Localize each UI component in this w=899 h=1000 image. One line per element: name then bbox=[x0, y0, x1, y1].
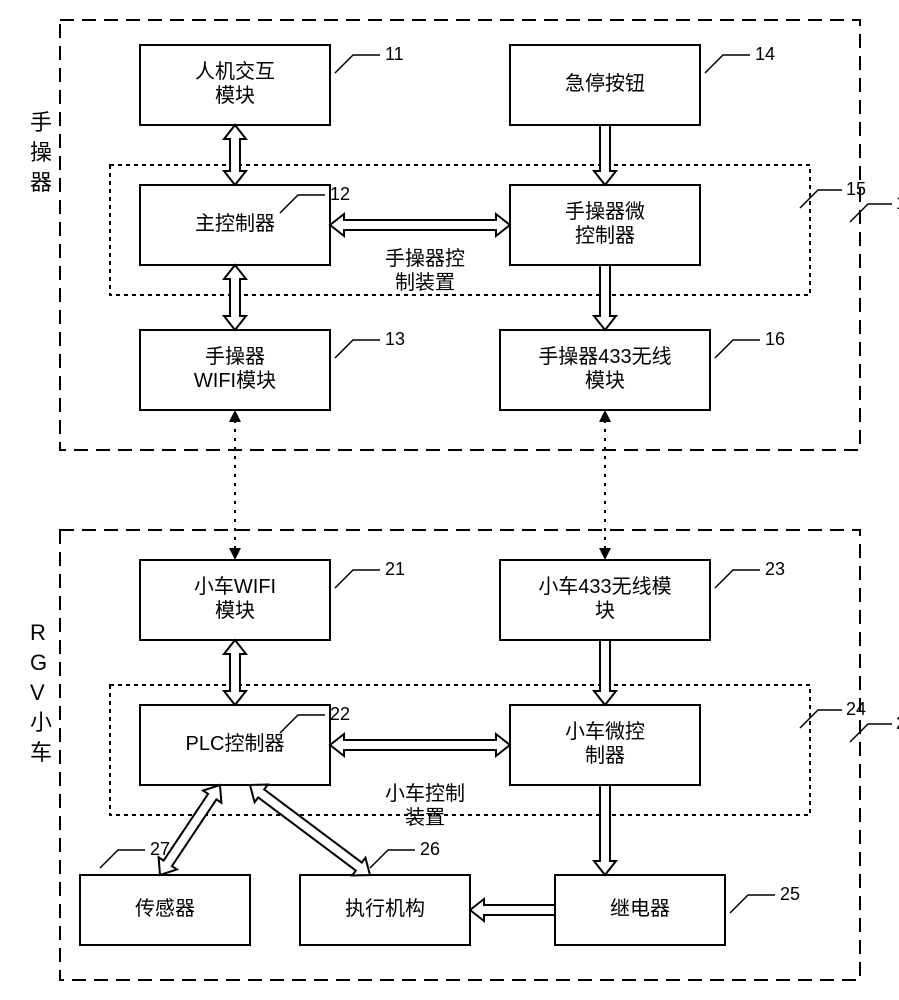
node-text-n26: 执行机构 bbox=[345, 897, 425, 920]
arrow bbox=[330, 214, 510, 236]
node-text-n12: 主控制器 bbox=[195, 212, 275, 235]
arrow bbox=[224, 125, 246, 185]
arrow bbox=[594, 125, 616, 185]
ref-num-n23: 23 bbox=[765, 559, 785, 579]
ref-num-n16: 16 bbox=[765, 329, 785, 349]
ref-flag-n14 bbox=[705, 55, 750, 73]
node-text-n27: 传感器 bbox=[135, 897, 195, 920]
ref-flag-n16 bbox=[715, 340, 760, 358]
arrow bbox=[159, 785, 222, 875]
ref-num-n21: 21 bbox=[385, 559, 405, 579]
ref-num-n26: 26 bbox=[420, 839, 440, 859]
ref-flag-n27 bbox=[100, 850, 145, 868]
ref-flag-n25 bbox=[730, 895, 775, 913]
ref-flag-n23 bbox=[715, 570, 760, 588]
ref-flag-n11 bbox=[335, 55, 380, 73]
ref-flag-n21 bbox=[335, 570, 380, 588]
side-label: 手操器 bbox=[30, 110, 52, 195]
inner-top-label: 手操器控制装置 bbox=[385, 247, 465, 294]
arrow bbox=[594, 785, 616, 875]
node-text-n22: PLC控制器 bbox=[186, 732, 285, 755]
arrow bbox=[594, 640, 616, 705]
ref-num-n25: 25 bbox=[780, 884, 800, 904]
node-text-n25: 继电器 bbox=[610, 897, 670, 920]
arrow bbox=[250, 785, 370, 876]
inner-bottom-label: 小车控制装置 bbox=[385, 782, 465, 829]
arrow bbox=[330, 734, 510, 756]
diagram-canvas: 手操器控制装置小车控制装置手操器RGV小车人机交互模块11急停按钮14主控制器1… bbox=[0, 0, 899, 1000]
ref-num-n12: 12 bbox=[330, 184, 350, 204]
arrow bbox=[224, 640, 246, 705]
arrow bbox=[470, 899, 555, 921]
ref-num-n11: 11 bbox=[385, 44, 404, 64]
arrow bbox=[224, 265, 246, 330]
side-label: RGV小车 bbox=[30, 620, 52, 765]
arrow bbox=[594, 265, 616, 330]
ref-flag-n26 bbox=[370, 850, 415, 868]
ref-num-n14: 14 bbox=[755, 44, 775, 64]
ref-flag-n13 bbox=[335, 340, 380, 358]
ref-num-n22: 22 bbox=[330, 704, 350, 724]
node-text-n14: 急停按钮 bbox=[565, 72, 645, 95]
svg-text:15: 15 bbox=[846, 179, 866, 199]
ref-num-n13: 13 bbox=[385, 329, 405, 349]
svg-text:24: 24 bbox=[846, 699, 866, 719]
